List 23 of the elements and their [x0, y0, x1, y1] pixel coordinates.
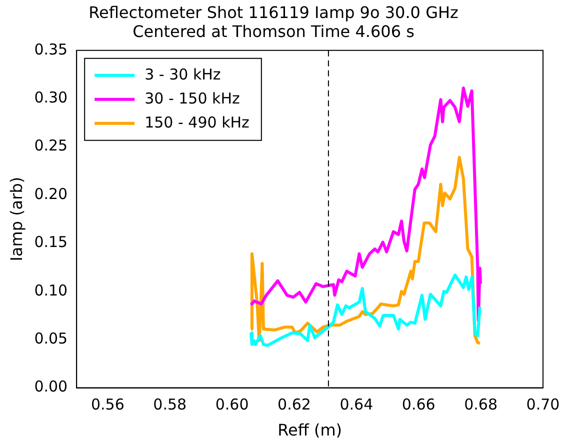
x-tick-label: 0.68 [464, 396, 498, 414]
chart-title: Reflectometer Shot 116119 Iamp 9o 30.0 GHz [88, 2, 458, 22]
chart-subtitle: Centered at Thomson Time 4.606 s [132, 22, 414, 41]
x-tick-label: 0.70 [526, 396, 560, 414]
y-tick-label: 0.05 [34, 329, 68, 348]
x-tick-label: 0.64 [340, 396, 374, 414]
y-tick-label: 0.30 [34, 88, 68, 106]
y-tick-label: 0.35 [34, 40, 68, 58]
x-tick-label: 0.60 [215, 396, 249, 414]
legend-label: 30 - 150 kHz [144, 89, 240, 108]
x-axis-title: Reff (m) [278, 420, 342, 440]
x-tick-label: 0.62 [278, 396, 311, 414]
y-axis-title: Iamp (arb) [6, 176, 26, 262]
legend-label: 3 - 30 kHz [144, 65, 221, 84]
y-tick-label: 0.15 [34, 233, 68, 252]
x-tick-label: 0.56 [90, 396, 124, 414]
y-tick-label: 0.20 [34, 184, 68, 203]
legend-label: 150 - 490 kHz [144, 113, 250, 132]
y-tick-label: 0.10 [34, 281, 68, 300]
y-tick-label: 0.00 [34, 378, 68, 396]
y-tick-label: 0.25 [34, 136, 68, 155]
x-tick-label: 0.66 [402, 396, 436, 414]
x-tick-label: 0.58 [153, 396, 187, 414]
